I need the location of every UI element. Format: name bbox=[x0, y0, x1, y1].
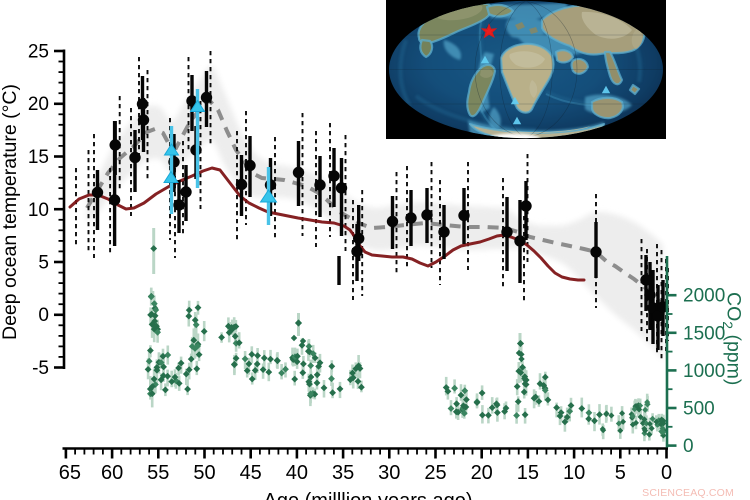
svg-text:55: 55 bbox=[147, 462, 169, 484]
svg-text:1000: 1000 bbox=[683, 361, 725, 382]
svg-text:Age (milllion years ago): Age (milllion years ago) bbox=[264, 490, 473, 500]
svg-text:45: 45 bbox=[240, 462, 262, 484]
svg-text:0: 0 bbox=[683, 436, 694, 457]
svg-text:30: 30 bbox=[378, 462, 400, 484]
svg-text:40: 40 bbox=[286, 462, 308, 484]
svg-text:20: 20 bbox=[471, 462, 493, 484]
svg-text:10: 10 bbox=[28, 200, 49, 221]
svg-text:-5: -5 bbox=[32, 358, 49, 379]
svg-text:1500: 1500 bbox=[683, 323, 725, 344]
svg-text:0: 0 bbox=[38, 305, 49, 326]
svg-text:35: 35 bbox=[332, 462, 354, 484]
svg-text:SCIENCEAQ.COM: SCIENCEAQ.COM bbox=[642, 487, 734, 499]
svg-text:60: 60 bbox=[101, 462, 123, 484]
svg-text:CO2 (ppm): CO2 (ppm) bbox=[720, 292, 745, 385]
svg-text:25: 25 bbox=[28, 42, 49, 63]
svg-text:0: 0 bbox=[661, 462, 672, 484]
svg-text:2000: 2000 bbox=[683, 286, 725, 307]
svg-text:Deep ocean temperature (°C): Deep ocean temperature (°C) bbox=[0, 84, 21, 340]
svg-text:5: 5 bbox=[38, 253, 49, 274]
svg-text:25: 25 bbox=[424, 462, 446, 484]
svg-text:20: 20 bbox=[28, 94, 49, 115]
svg-text:500: 500 bbox=[683, 399, 715, 420]
svg-text:15: 15 bbox=[517, 462, 539, 484]
svg-text:65: 65 bbox=[59, 462, 81, 484]
svg-text:5: 5 bbox=[615, 462, 626, 484]
svg-text:15: 15 bbox=[28, 147, 49, 168]
svg-text:10: 10 bbox=[563, 462, 585, 484]
svg-text:50: 50 bbox=[193, 462, 215, 484]
